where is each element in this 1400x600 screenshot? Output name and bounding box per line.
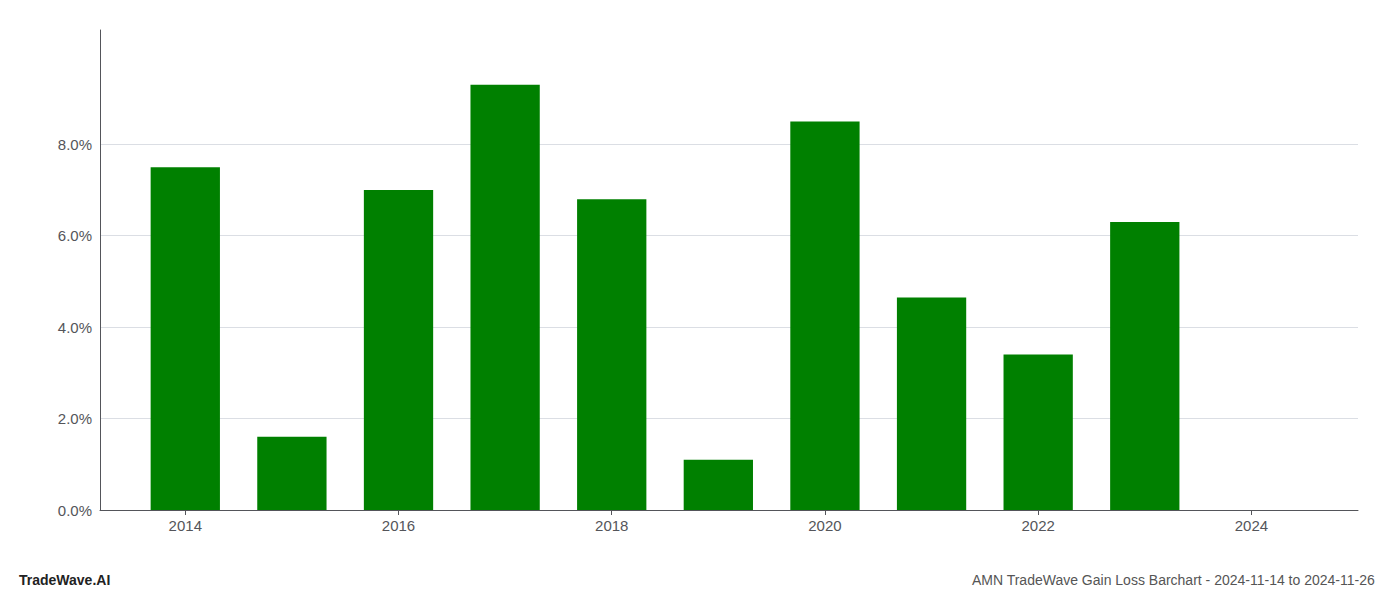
svg-text:2016: 2016 — [382, 517, 415, 534]
svg-text:2024: 2024 — [1235, 517, 1268, 534]
svg-text:4.0%: 4.0% — [58, 319, 92, 336]
svg-text:6.0%: 6.0% — [58, 227, 92, 244]
svg-text:2018: 2018 — [595, 517, 628, 534]
svg-text:2014: 2014 — [169, 517, 202, 534]
svg-text:0.0%: 0.0% — [58, 502, 92, 519]
svg-text:8.0%: 8.0% — [58, 136, 92, 153]
svg-text:2022: 2022 — [1021, 517, 1054, 534]
svg-text:AMN TradeWave Gain Loss Barcha: AMN TradeWave Gain Loss Barchart - 2024-… — [972, 572, 1375, 588]
svg-text:2020: 2020 — [808, 517, 841, 534]
svg-text:2.0%: 2.0% — [58, 410, 92, 427]
svg-text:TradeWave.AI: TradeWave.AI — [19, 572, 110, 588]
